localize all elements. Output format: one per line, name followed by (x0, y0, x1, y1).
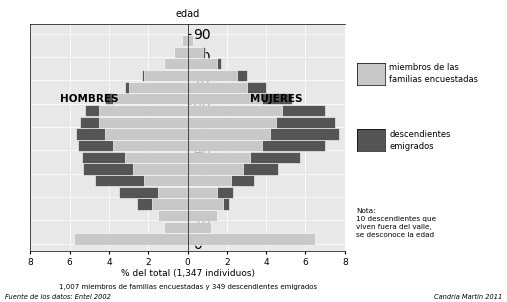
Bar (188, 82, 246, 93)
Bar (276, 117, 335, 128)
Bar (217, 58, 221, 69)
Bar (125, 82, 129, 93)
Bar (76, 128, 105, 140)
Text: Candria Martin 2011: Candria Martin 2011 (433, 294, 502, 300)
Bar (80, 117, 99, 128)
Bar (188, 152, 250, 163)
Bar (74, 233, 188, 245)
Bar (136, 198, 152, 210)
Bar (85, 105, 99, 116)
X-axis label: % del total (1,347 individuos): % del total (1,347 individuos) (121, 269, 255, 278)
Bar (188, 163, 242, 175)
Bar (125, 152, 188, 163)
Bar (188, 58, 217, 69)
Bar (188, 210, 217, 221)
Bar (144, 175, 188, 186)
Bar (262, 93, 292, 104)
Bar (174, 47, 188, 58)
Bar (188, 187, 217, 198)
Bar (231, 175, 255, 186)
Bar (158, 210, 188, 221)
Bar (188, 198, 223, 210)
Bar (203, 47, 205, 58)
Bar (132, 163, 188, 175)
Text: Fuente de los datos: Entel 2002: Fuente de los datos: Entel 2002 (5, 294, 111, 300)
Bar (188, 233, 315, 245)
Bar (188, 105, 282, 116)
Bar (144, 70, 188, 81)
Bar (95, 175, 144, 186)
Bar (250, 152, 300, 163)
Bar (129, 82, 188, 93)
Bar (188, 117, 276, 128)
Bar (282, 105, 325, 116)
Bar (119, 187, 158, 198)
Bar (113, 93, 188, 104)
Text: MUJERES: MUJERES (250, 94, 302, 104)
Bar (223, 198, 229, 210)
Bar (82, 152, 125, 163)
Bar (105, 128, 188, 140)
Bar (237, 70, 246, 81)
Bar (164, 58, 188, 69)
Bar (113, 140, 188, 151)
Bar (188, 93, 262, 104)
Text: HOMBRES: HOMBRES (60, 94, 119, 104)
Bar (246, 82, 266, 93)
Bar (270, 128, 339, 140)
Bar (188, 222, 211, 233)
Bar (99, 105, 188, 116)
Text: miembros de las
familias encuestadas: miembros de las familias encuestadas (389, 63, 479, 84)
Bar (182, 35, 188, 46)
Bar (188, 47, 203, 58)
Bar (242, 163, 278, 175)
Text: edad: edad (175, 9, 200, 20)
Text: descendientes
emigrados: descendientes emigrados (389, 130, 451, 150)
Bar (188, 140, 262, 151)
Bar (188, 128, 270, 140)
Text: Nota:
10 descendientes que
viven fuera del valle,
se desconoce la edad: Nota: 10 descendientes que viven fuera d… (356, 208, 437, 238)
Bar (152, 198, 188, 210)
Bar (262, 140, 325, 151)
Bar (84, 163, 132, 175)
Bar (188, 175, 231, 186)
Bar (78, 140, 113, 151)
Bar (164, 222, 188, 233)
Bar (99, 117, 188, 128)
Bar (105, 93, 113, 104)
Bar (188, 35, 194, 46)
Bar (158, 187, 188, 198)
Bar (188, 70, 237, 81)
Text: 1,007 miembros de familias encuestadas y 349 descendientes emigrados: 1,007 miembros de familias encuestadas y… (58, 284, 317, 290)
Bar (217, 187, 233, 198)
Bar (142, 70, 144, 81)
